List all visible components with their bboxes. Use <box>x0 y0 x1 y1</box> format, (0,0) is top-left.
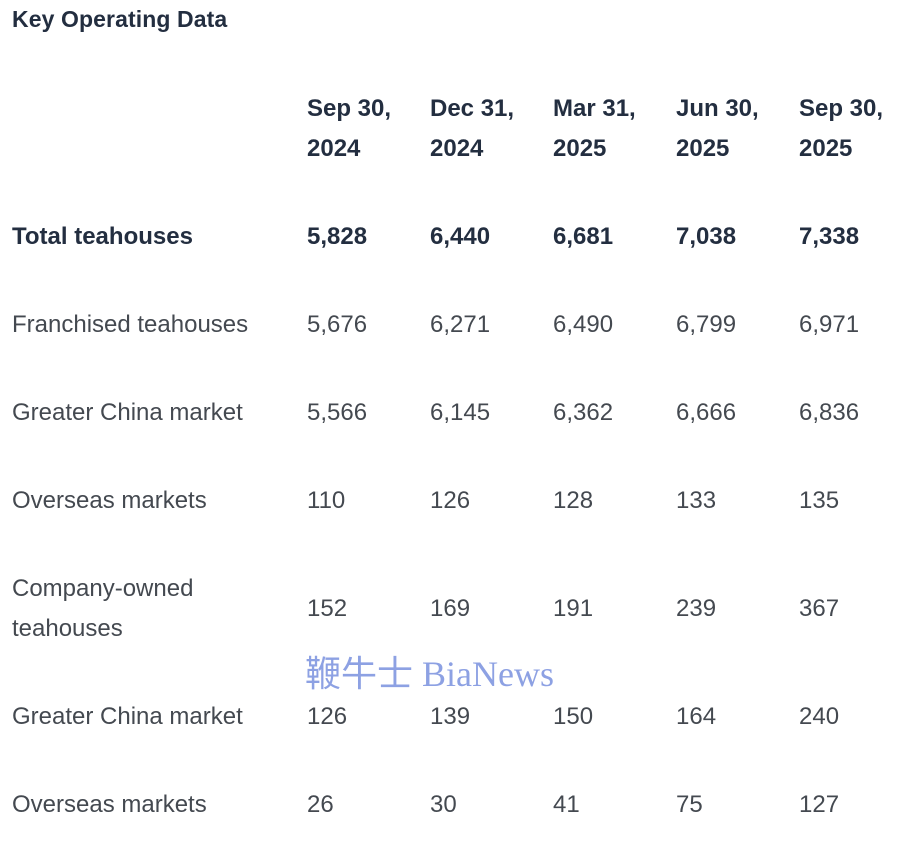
row-label-company-owned-teahouses: Company-owned teahouses <box>12 575 194 642</box>
data-cell: 6,145 <box>430 399 491 426</box>
row-label-total-teahouses: Total teahouses <box>12 223 193 250</box>
data-cell: 6,490 <box>553 311 614 338</box>
data-cell: 133 <box>676 487 717 514</box>
data-cell: 7,338 <box>799 223 860 250</box>
data-cell: 150 <box>553 703 594 730</box>
data-cell: 6,362 <box>553 399 614 426</box>
data-cell: 6,681 <box>553 223 614 250</box>
column-header-q3: Mar 31, 2025 <box>553 95 636 162</box>
operating-data-table: Sep 30, 2024 Dec 31, 2024 Mar 31, 2025 J… <box>12 89 908 825</box>
data-cell: 6,836 <box>799 399 860 426</box>
row-label-overseas-markets-company-owned: Overseas markets <box>12 791 207 818</box>
column-header-q5: Sep 30, 2025 <box>799 95 884 162</box>
data-cell: 127 <box>799 791 840 818</box>
data-cell: 5,828 <box>307 223 368 250</box>
data-cell: 128 <box>553 487 594 514</box>
row-label-overseas-markets-franchised: Overseas markets <box>12 487 207 514</box>
data-cell: 239 <box>676 595 717 622</box>
data-cell: 6,666 <box>676 399 737 426</box>
data-cell: 6,271 <box>430 311 491 338</box>
data-cell: 110 <box>307 487 346 514</box>
page-title: Key Operating Data <box>12 6 228 32</box>
data-cell: 6,971 <box>799 311 860 338</box>
data-cell: 240 <box>799 703 840 730</box>
data-cell: 135 <box>799 487 840 514</box>
data-cell: 152 <box>307 595 348 622</box>
column-header-q2: Dec 31, 2024 <box>430 95 515 162</box>
data-cell: 7,038 <box>676 223 737 250</box>
data-cell: 75 <box>676 791 703 818</box>
row-label-franchised-teahouses: Franchised teahouses <box>12 311 249 338</box>
data-cell: 30 <box>430 791 457 818</box>
data-cell: 126 <box>430 487 471 514</box>
column-header-q1: Sep 30, 2024 <box>307 95 392 162</box>
data-cell: 169 <box>430 595 471 622</box>
data-cell: 5,676 <box>307 311 368 338</box>
row-label-greater-china-market-franchised: Greater China market <box>12 399 243 426</box>
data-cell: 41 <box>553 791 580 818</box>
data-cell: 164 <box>676 703 717 730</box>
column-header-q4: Jun 30, 2025 <box>676 95 759 162</box>
data-cell: 6,799 <box>676 311 737 338</box>
data-cell: 126 <box>307 703 348 730</box>
data-cell: 367 <box>799 595 840 622</box>
data-cell: 191 <box>553 595 594 622</box>
data-cell: 6,440 <box>430 223 491 250</box>
data-cell: 26 <box>307 791 334 818</box>
data-cell: 139 <box>430 703 471 730</box>
data-cell: 5,566 <box>307 399 368 426</box>
header-spacer <box>12 89 270 169</box>
row-label-greater-china-market-company-owned: Greater China market <box>12 703 243 730</box>
